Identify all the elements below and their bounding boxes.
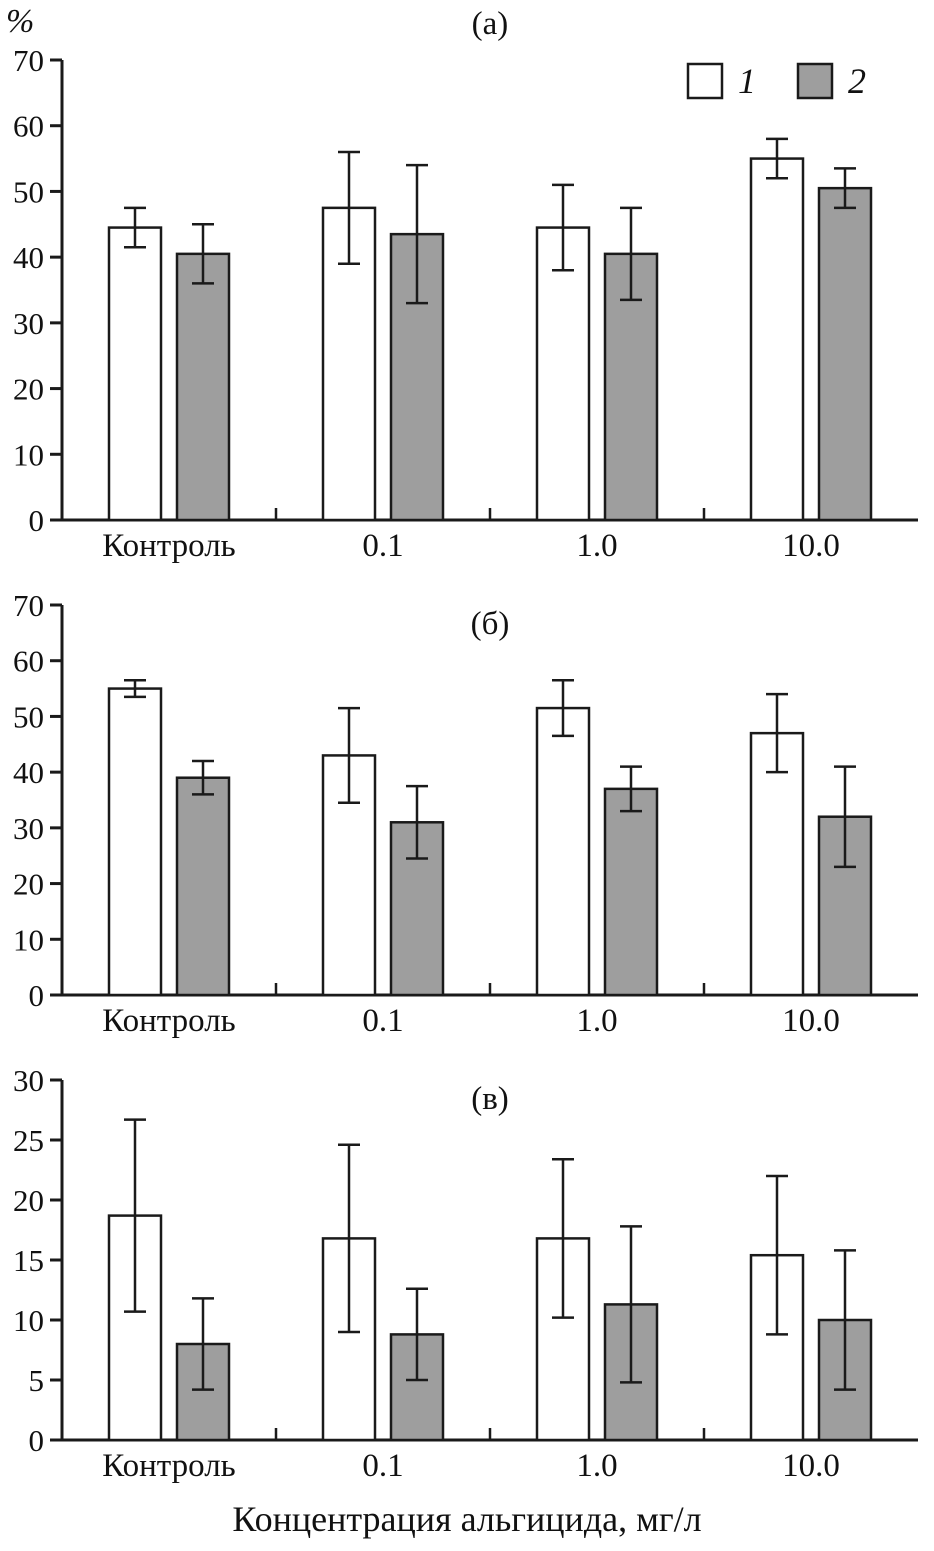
chart-panel-b: (б) 0 10 20 30 40 50 60 70 Контроль 0.1 1.0 10.0	[13, 588, 918, 1039]
y-tick-label: 10	[13, 437, 44, 472]
y-tick-label: 0	[29, 503, 45, 538]
y-tick-label: 30	[13, 811, 44, 846]
chart-panel-v: (в) 0 5 10 15 20 25 30 Контроль 0.1 1.0 10.0	[13, 1063, 918, 1484]
y-tick-label: 20	[13, 867, 44, 902]
bar-series2	[175, 776, 231, 997]
y-tick-label: 50	[13, 699, 44, 734]
legend-swatch-2	[796, 62, 834, 100]
y-tick-label: 40	[13, 240, 44, 275]
legend-label-2: 2	[848, 61, 866, 101]
y-tick-label: 5	[29, 1363, 45, 1398]
bar-series1	[107, 226, 163, 522]
category-label: Контроль	[102, 1448, 235, 1484]
category-label: 0.1	[362, 528, 403, 564]
category-label: 0.1	[362, 1448, 403, 1484]
category-label: 10.0	[782, 1448, 840, 1484]
category-label: Контроль	[102, 1003, 235, 1039]
bar-series2	[603, 787, 659, 997]
panel-title: (а)	[472, 6, 509, 42]
y-tick-label: 40	[13, 755, 44, 790]
bar-series1	[535, 226, 591, 522]
y-tick-label: 15	[13, 1243, 44, 1278]
y-tick-label: 70	[13, 588, 44, 623]
bar-series1	[749, 157, 805, 522]
legend-swatch-1	[686, 62, 724, 100]
y-tick-label: 50	[13, 174, 44, 209]
chart-panel-a: (а)% 0 10 20 30 40 50 60 70 Контроль 0.1 1.0 10.0 1 2	[6, 3, 918, 564]
y-unit-label: %	[6, 3, 34, 40]
category-label: 10.0	[782, 528, 840, 564]
y-tick-label: 30	[13, 306, 44, 341]
category-label: Контроль	[102, 528, 235, 564]
bar-series1	[107, 687, 163, 997]
y-tick-label: 0	[29, 978, 45, 1013]
x-axis-label: Концентрация альгицида, мг/л	[232, 1499, 702, 1539]
y-tick-label: 10	[13, 922, 44, 957]
bar-series1	[535, 706, 591, 997]
legend-label-1: 1	[738, 61, 756, 101]
y-tick-label: 60	[13, 109, 44, 144]
y-tick-label: 25	[13, 1123, 44, 1158]
bar-series2	[817, 186, 873, 522]
y-tick-label: 70	[13, 43, 44, 78]
y-tick-label: 20	[13, 372, 44, 407]
y-tick-label: 20	[13, 1183, 44, 1218]
bar-series2	[175, 252, 231, 522]
category-label: 1.0	[576, 1003, 617, 1039]
y-tick-label: 10	[13, 1303, 44, 1338]
category-label: 1.0	[576, 1448, 617, 1484]
y-tick-label: 60	[13, 644, 44, 679]
bar-series1	[749, 731, 805, 997]
panel-title: (б)	[471, 606, 510, 642]
y-tick-label: 0	[29, 1423, 45, 1458]
panel-title: (в)	[471, 1081, 509, 1117]
category-label: 10.0	[782, 1003, 840, 1039]
category-label: 1.0	[576, 528, 617, 564]
y-tick-label: 30	[13, 1063, 44, 1098]
category-label: 0.1	[362, 1003, 403, 1039]
